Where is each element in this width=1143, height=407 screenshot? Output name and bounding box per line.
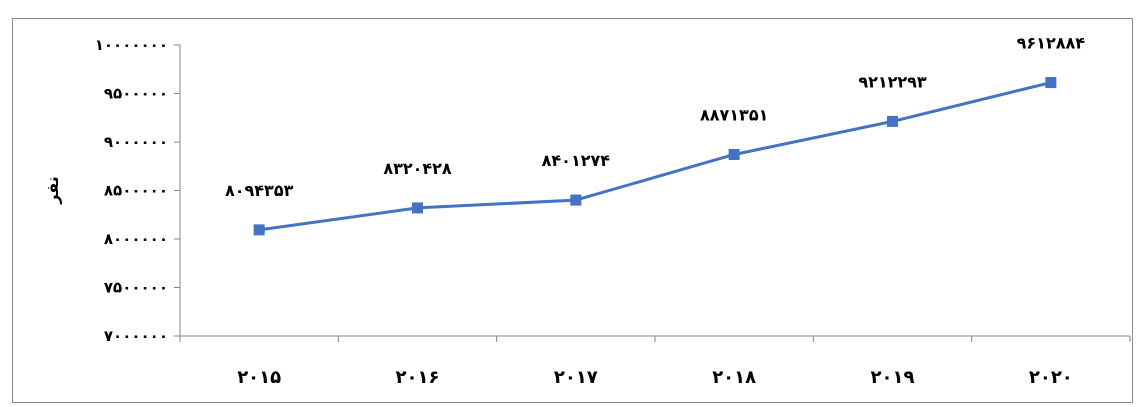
x-tick-label: ۲۰۱۹ [871,367,915,388]
y-tick-label: ۷۵۰۰۰۰۰ [104,279,168,297]
series-layer [253,77,1057,236]
data-label: ۸۴۰۱۲۷۴ [542,151,611,170]
data-point-marker [253,224,265,236]
data-point-marker [728,148,740,160]
y-tick-label: ۹۰۰۰۰۰۰ [104,133,168,151]
x-tick-label: ۲۰۱۶ [396,367,440,388]
y-tick-label: ۹۵۰۰۰۰۰ [104,85,168,103]
y-tick-label: ۸۵۰۰۰۰۰ [104,182,168,200]
series-line [258,81,1052,232]
labels-layer: ۲۰۱۵ ۲۰۱۶ ۲۰۱۷ ۲۰۱۸ ۲۰۱۹ ۲۰۲۰ ۸۰۹۴۳۵۳ ۸۳۲۰۴۲۸ ۸۴… [225,34,1085,388]
data-point-marker [570,194,582,206]
data-label: ۸۸۷۱۳۵۱ [700,105,768,124]
data-point-marker [887,115,898,127]
chart-area [12,18,1133,403]
data-point-marker [412,202,423,214]
axes: ۷۰۰۰۰۰۰ ۷۵۰۰۰۰۰ ۸۰۰۰۰۰۰ ۸۵۰۰۰۰۰ ۹۰۰۰۰۰۰ ۹۵۰۰۰… [95,36,1131,345]
data-label: ۸۰۹۴۳۵۳ [225,181,294,200]
data-label: ۹۲۱۲۲۹۳ [858,72,927,91]
x-tick-label: ۲۰۱۵ [237,367,281,388]
data-point-marker [1045,77,1057,89]
data-label: ۸۳۲۰۴۲۸ [383,159,452,178]
y-tick-label: ۷۰۰۰۰۰۰ [104,327,168,345]
x-tick-label: ۲۰۱۸ [712,367,756,388]
y-tick-label: ۱۰۰۰۰۰۰۰ [95,36,168,54]
y-axis-title: نفر [43,176,62,204]
x-tick-label: ۲۰۲۰ [1029,367,1073,388]
y-tick-label: ۸۰۰۰۰۰۰ [104,230,168,248]
x-tick-label: ۲۰۱۷ [554,367,598,388]
data-label: ۹۶۱۲۸۸۴ [1017,34,1086,53]
